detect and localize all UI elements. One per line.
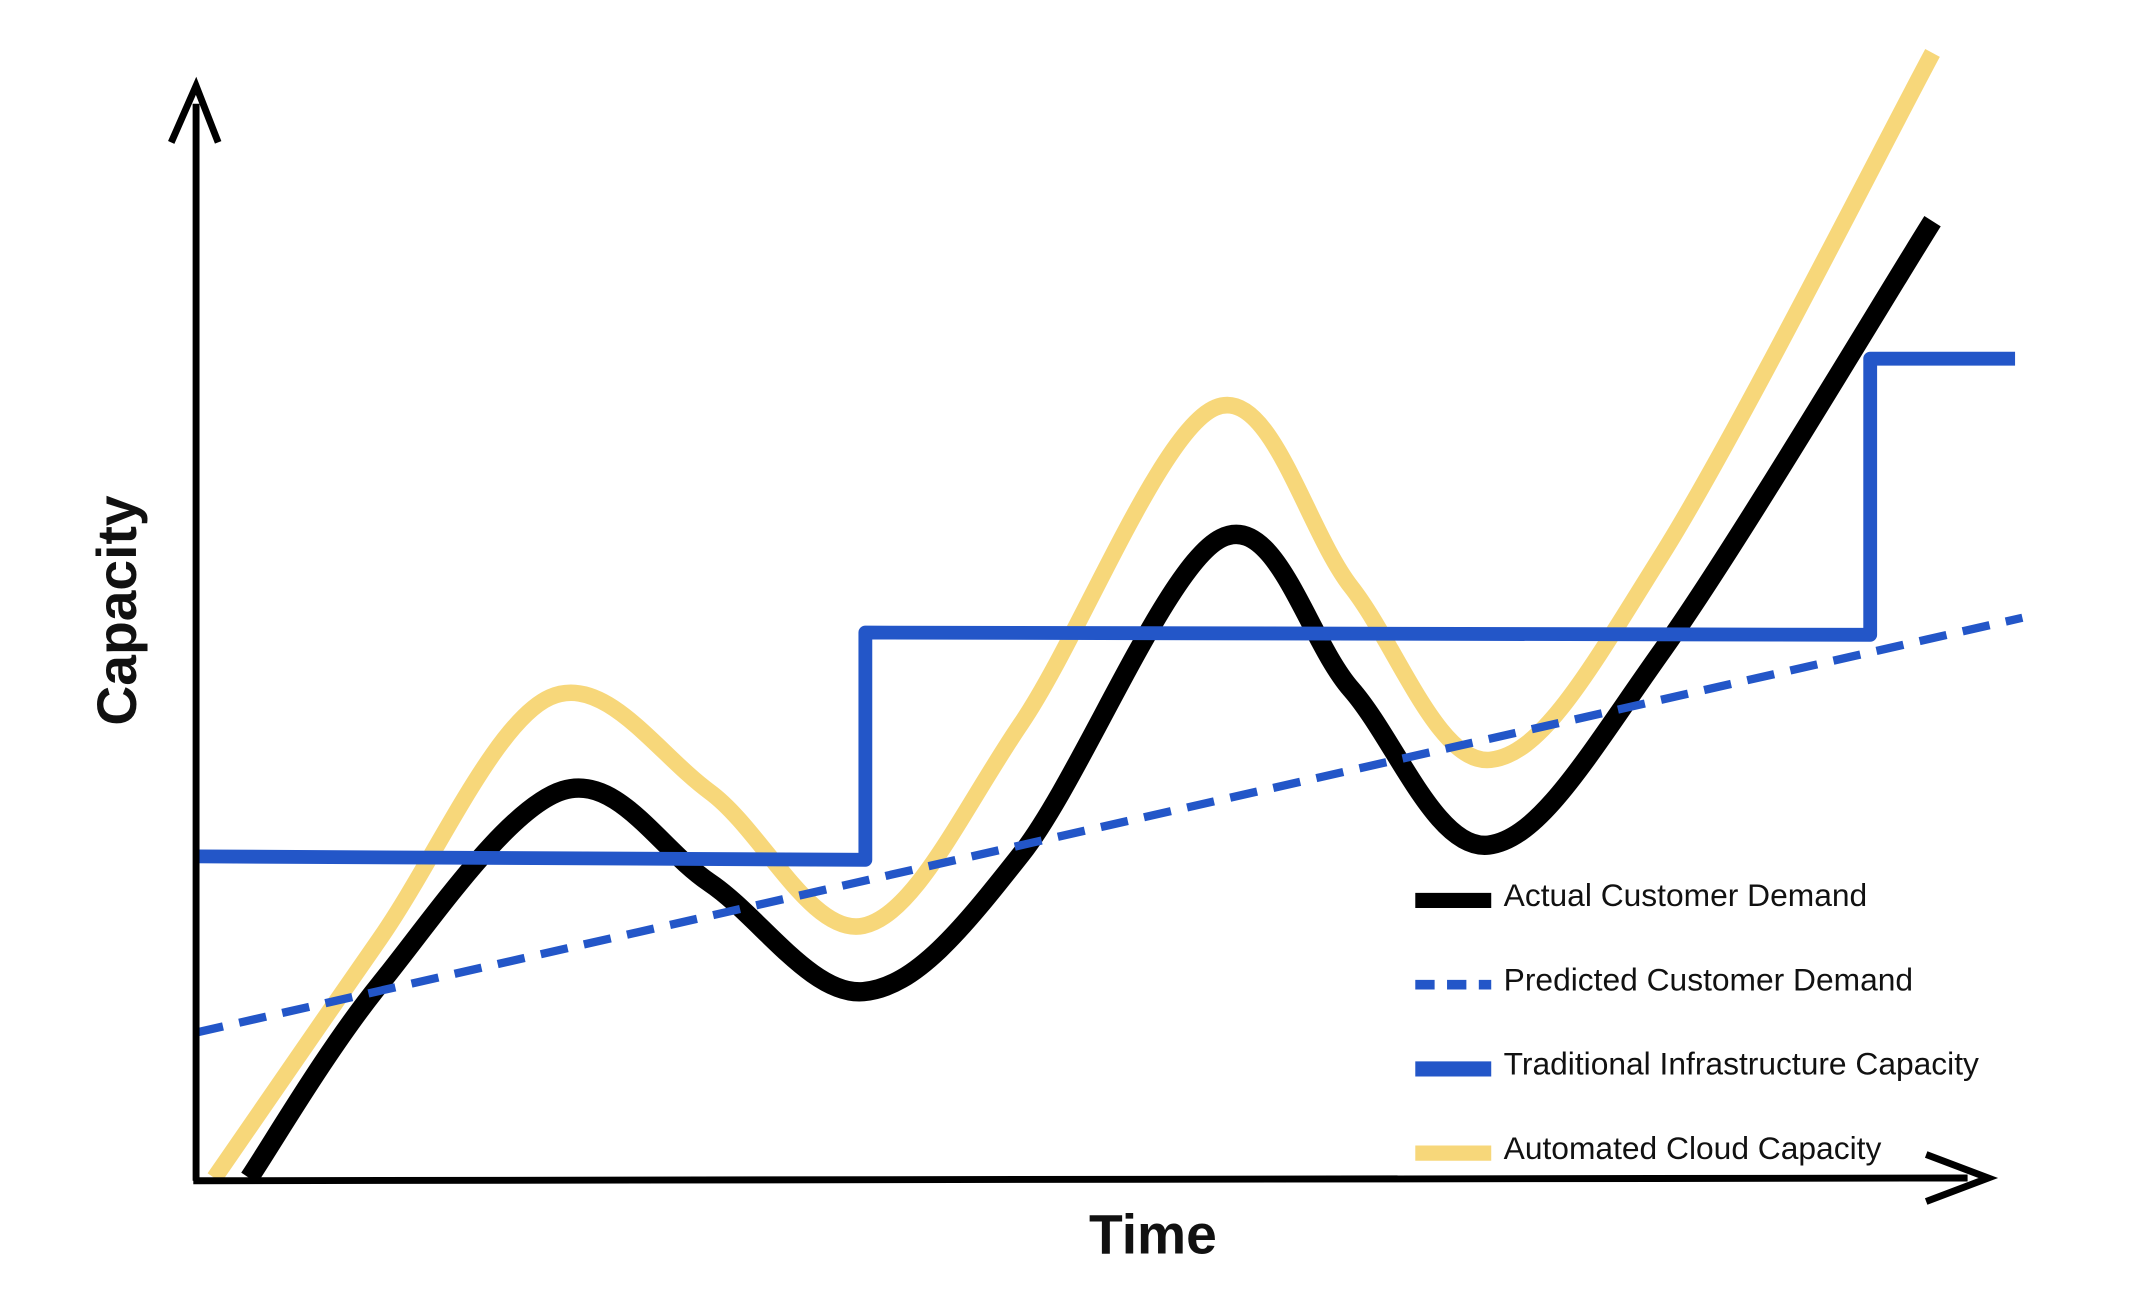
x-axis-title: Time (1089, 1203, 1217, 1265)
axes (168, 76, 1999, 1205)
x-axis-arrow (1924, 1151, 1999, 1205)
y-axis-arrow (168, 76, 222, 144)
plot-area (195, 49, 2024, 1184)
legend: Actual Customer Demand Predicted Customer… (1415, 877, 1979, 1166)
series-line (207, 49, 1940, 1183)
y-axis-title: Capacity (86, 495, 148, 725)
legend-label: Automated Cloud Capacity (1504, 1130, 1882, 1166)
legend-label: Predicted Customer Demand (1504, 961, 1913, 997)
series-line (196, 351, 2016, 867)
series-line (195, 613, 2024, 1037)
x-axis (193, 1174, 1968, 1185)
legend-label: Actual Customer Demand (1504, 877, 1868, 913)
series-line (241, 216, 1941, 1184)
legend-label: Traditional Infrastructure Capacity (1504, 1046, 1979, 1082)
